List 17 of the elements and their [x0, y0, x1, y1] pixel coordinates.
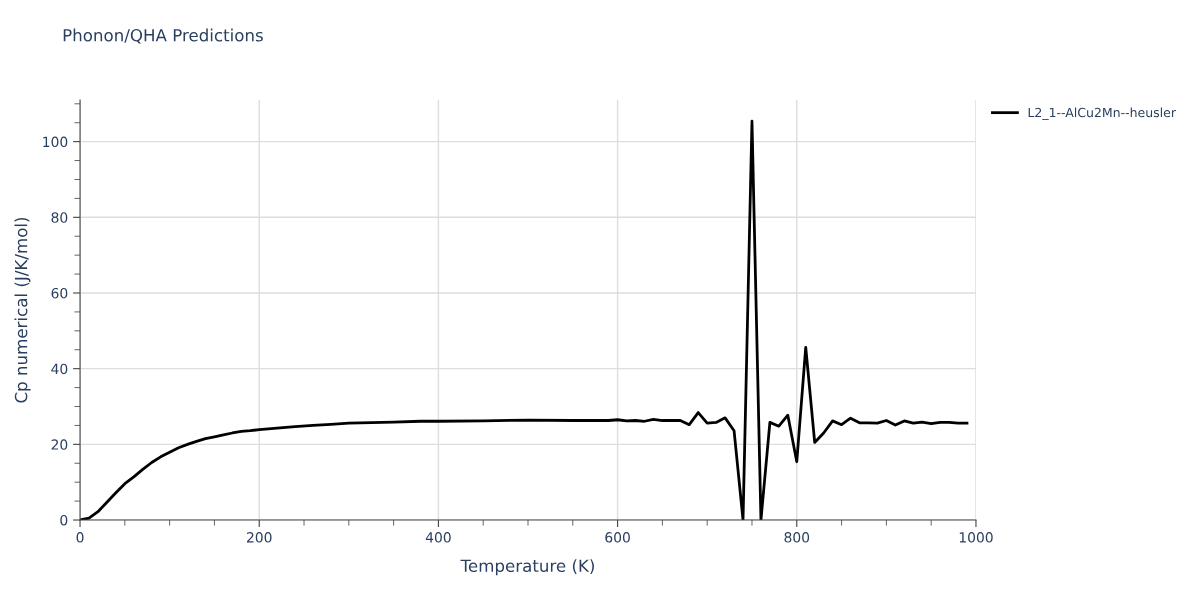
chart-title: Phonon/QHA Predictions [63, 28, 263, 44]
x-tick-label: 800 [784, 532, 810, 543]
y-tick-label: 100 [43, 136, 68, 148]
legend-label: L2_1--AlCu2Mn--heusler [1028, 107, 1176, 120]
x-tick-label: 0 [76, 532, 84, 543]
y-tick-label: 0 [60, 514, 68, 526]
x-tick-label: 200 [246, 532, 272, 543]
x-tick-label: 1000 [959, 532, 993, 543]
x-tick-label: 600 [605, 532, 630, 543]
line-series [80, 119, 969, 521]
x-tick-label: 400 [425, 532, 451, 543]
y-axis-title: Cp numerical (J/K/mol) [14, 217, 31, 403]
y-tick-label: 60 [51, 287, 68, 299]
x-axis-title: Temperature (K) [460, 559, 594, 576]
y-tick-label: 40 [51, 363, 68, 375]
y-tick-label: 20 [51, 439, 68, 450]
y-tick-label: 80 [51, 212, 68, 223]
